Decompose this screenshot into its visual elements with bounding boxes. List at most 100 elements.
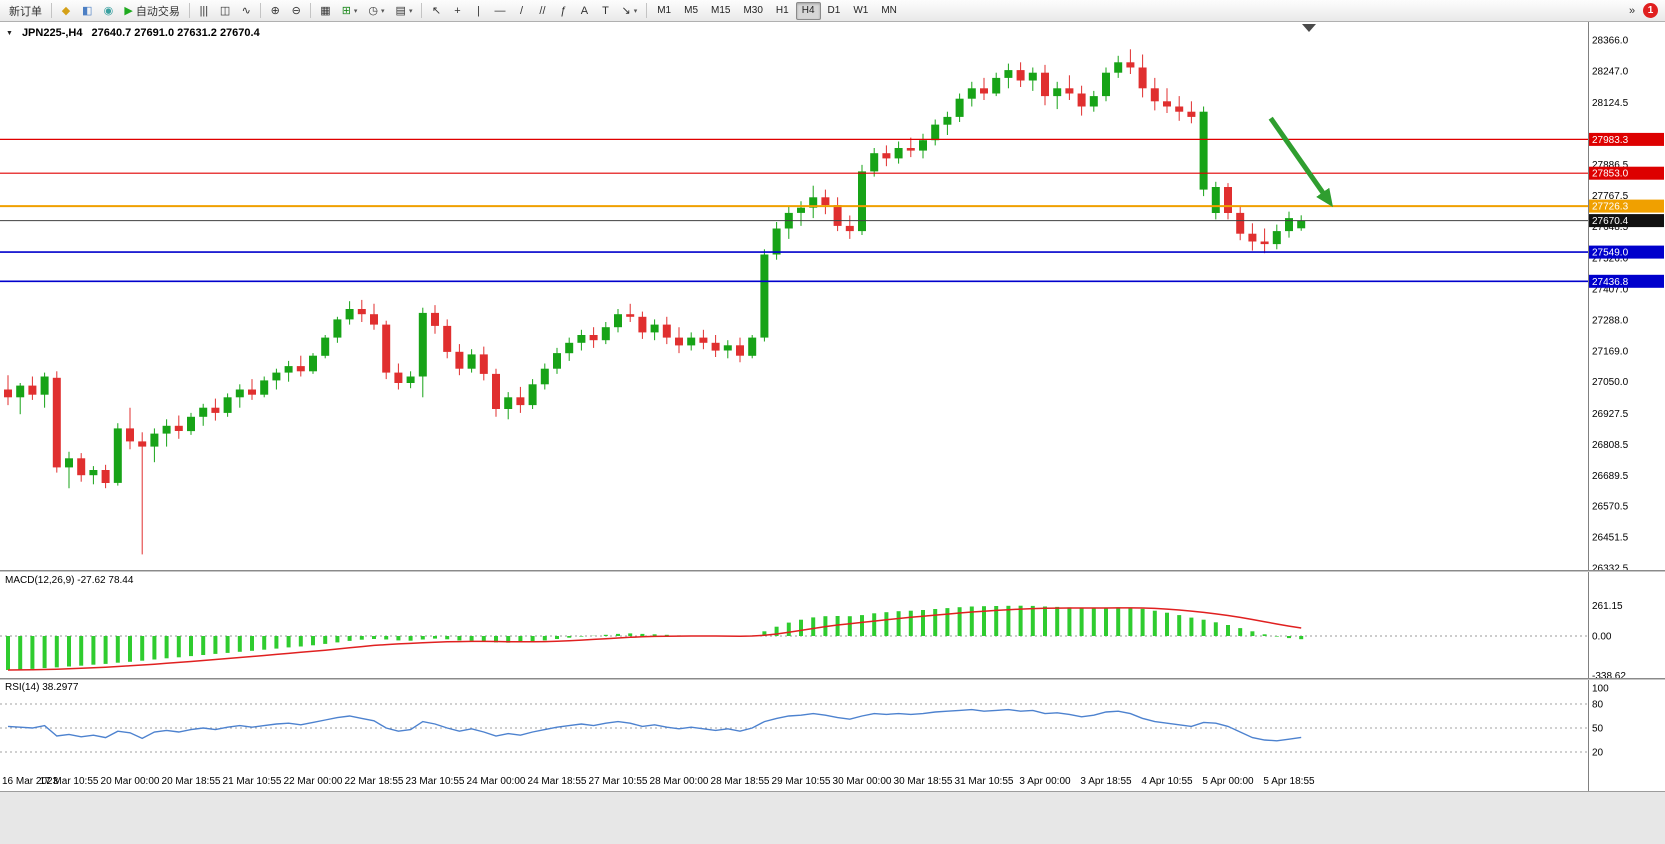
timeframe-w1[interactable]: W1 <box>847 2 874 20</box>
chart-shift-marker[interactable] <box>1302 24 1316 32</box>
price-axis-separator <box>1588 22 1589 791</box>
candle-body <box>1126 62 1135 68</box>
timeframe-m30[interactable]: M30 <box>737 2 768 20</box>
rsi-line <box>7 708 1302 742</box>
candle-body <box>980 88 988 94</box>
timeframe-d1[interactable]: D1 <box>822 2 847 20</box>
timeframe-m1[interactable]: M1 <box>651 2 677 20</box>
vertical-line-icon[interactable]: | <box>468 2 488 20</box>
candle-body <box>699 337 708 343</box>
rsi-panel-canvas[interactable]: 100 80 50 20 <box>0 680 1665 772</box>
time-axis-label: 30 Mar 00:00 <box>832 776 892 787</box>
timeframe-m5[interactable]: M5 <box>678 2 704 20</box>
indicators-icon[interactable]: ⊞ ▾ <box>337 2 363 20</box>
fibonacci-icon[interactable]: ƒ <box>553 2 573 20</box>
macd-panel-divider[interactable] <box>0 570 1665 572</box>
toolbar-separator <box>188 3 190 18</box>
horizontal-line-icon-glyph: — <box>494 4 506 17</box>
new-order-button[interactable]: 新订单 <box>4 2 47 20</box>
toolbar-separator <box>260 3 262 18</box>
macd-signal-line <box>7 607 1302 671</box>
timeframe-h1[interactable]: H1 <box>770 2 795 20</box>
new-order-button-label: 新订单 <box>9 5 42 18</box>
candle-body <box>577 335 586 343</box>
notification-badge[interactable]: 1 <box>1643 3 1658 18</box>
timeframe-m15[interactable]: M15 <box>705 2 736 20</box>
candle-body <box>1236 212 1245 234</box>
chart-title: ▼ JPN225-,H4 27640.7 27691.0 27631.2 276… <box>6 27 260 39</box>
time-axis[interactable]: 16 Mar 2023 17 Mar 10:55 20 Mar 00:00 20 Ma… <box>0 772 1588 791</box>
candle-body <box>1297 220 1306 229</box>
time-axis-label: 22 Mar 18:55 <box>344 776 404 787</box>
time-axis-label: 29 Mar 10:55 <box>771 776 831 787</box>
crosshair-icon[interactable]: + <box>447 2 467 20</box>
rsi-panel-divider[interactable] <box>0 678 1665 680</box>
timeframe-m30-label: M30 <box>743 5 763 16</box>
market-watch-icon[interactable]: ◉ <box>98 2 118 20</box>
candle-body <box>943 116 952 125</box>
tile-windows-icon[interactable]: ▦ <box>315 2 335 20</box>
toolbar-overflow-icon[interactable]: » <box>1622 2 1642 20</box>
candle-body <box>504 397 513 409</box>
templates-icon-caret: ▾ <box>408 7 413 15</box>
candle-body <box>675 337 683 346</box>
candle-body <box>492 373 500 409</box>
candle-body <box>967 88 976 99</box>
timeframe-h4[interactable]: H4 <box>795 1 821 20</box>
axis-tick-label: 26570.5 <box>1592 502 1629 513</box>
candle-body <box>1224 187 1232 213</box>
time-axis-label: 5 Apr 00:00 <box>1202 776 1254 787</box>
candle-body <box>1016 70 1025 81</box>
main-chart-canvas[interactable]: 28366.0 28247.0 28124.5 27886.5 27767.5 27648… <box>0 22 1665 570</box>
periods-icon-caret: ▾ <box>381 7 385 15</box>
horizontal-line-icon[interactable]: — <box>489 2 510 20</box>
candle-body <box>333 319 342 338</box>
toolbar-separator <box>646 3 648 18</box>
axis-tick-label: 26451.5 <box>1592 533 1629 544</box>
periods-icon[interactable]: ◷ ▾ <box>363 2 389 20</box>
line-chart-icon[interactable]: ∿ <box>236 2 256 20</box>
trend-arrow-annotation[interactable] <box>1268 116 1334 208</box>
candle-body <box>382 324 391 373</box>
candle-body <box>321 337 330 356</box>
candle-body <box>772 228 781 255</box>
zoom-in-icon[interactable]: ⊕ <box>265 2 285 20</box>
candle-body <box>431 312 439 326</box>
cursor-icon[interactable]: ↖ <box>426 2 446 20</box>
time-axis-label: 24 Mar 00:00 <box>466 776 526 787</box>
zoom-out-icon[interactable]: ⊖ <box>286 2 306 20</box>
autotrade-button[interactable]: ▶ 自动交易 <box>119 2 184 20</box>
toolbar-separator <box>51 3 52 18</box>
new-chart-icon[interactable]: ◆ <box>56 2 76 20</box>
axis-tick-label: 28366.0 <box>1592 36 1629 47</box>
candle-body <box>467 354 476 369</box>
timeframe-d1-label: D1 <box>827 5 841 16</box>
text-icon[interactable]: A <box>574 2 594 20</box>
trendline-icon[interactable]: / <box>511 2 531 20</box>
bar-chart-icon[interactable]: ||| <box>194 2 214 20</box>
label-icon[interactable]: T <box>595 2 615 20</box>
candle-body <box>1150 88 1159 102</box>
timeframe-mn[interactable]: MN <box>875 2 903 20</box>
axis-tick-label: 27983.3 <box>1592 135 1629 146</box>
axis-tick-label: 28247.0 <box>1592 66 1629 77</box>
candle-body <box>1163 101 1171 107</box>
time-axis-label: 21 Mar 10:55 <box>222 776 282 787</box>
candle-body <box>589 335 598 341</box>
arrows-icon[interactable]: ↘ ▾ <box>616 2 642 20</box>
channel-icon[interactable]: // <box>532 2 552 20</box>
profiles-icon[interactable]: ◧ <box>77 2 97 20</box>
candlestick-chart-icon-glyph: ◫ <box>219 5 231 17</box>
templates-icon[interactable]: ▤ ▾ <box>391 2 418 20</box>
macd-panel-canvas[interactable]: 261.15 0.00 -338.62 <box>0 572 1665 680</box>
candle-body <box>1114 62 1123 73</box>
time-axis-label: 20 Mar 18:55 <box>161 776 221 787</box>
axis-tick-label: 27853.0 <box>1592 169 1629 180</box>
time-axis-label: 27 Mar 10:55 <box>588 776 648 787</box>
candle-body <box>394 372 403 383</box>
arrows-icon-caret: ▾ <box>633 7 638 15</box>
symbol-dropdown-icon[interactable]: ▼ <box>6 29 13 37</box>
candle-body <box>1028 72 1037 81</box>
candle-body <box>1248 233 1257 242</box>
candlestick-chart-icon[interactable]: ◫ <box>215 2 235 20</box>
